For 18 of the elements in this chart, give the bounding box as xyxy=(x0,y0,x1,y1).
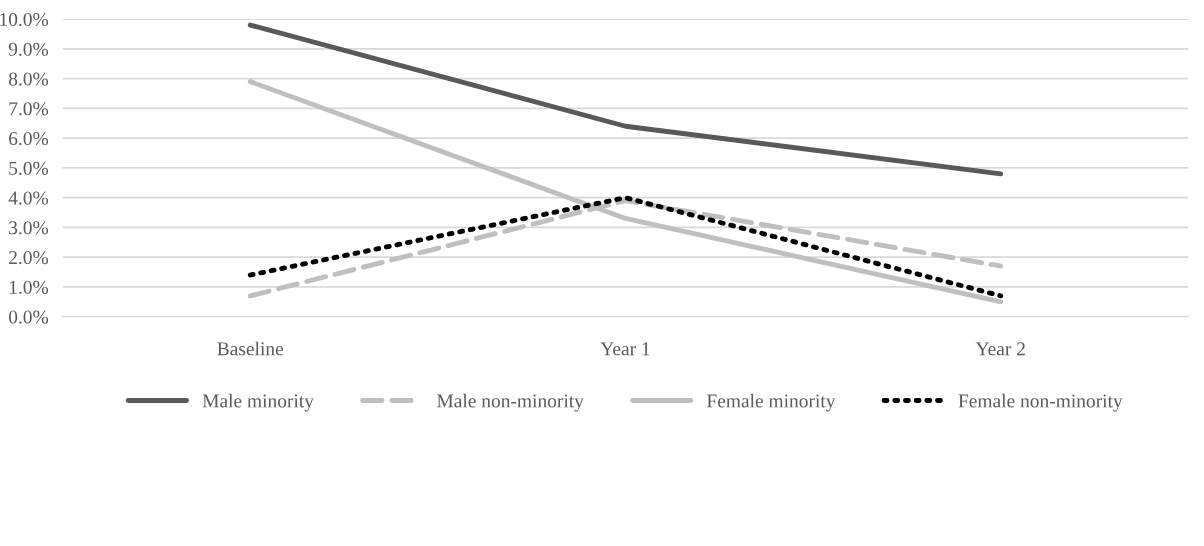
y-tick-label: 0.0% xyxy=(8,310,49,324)
legend-label: Male minority xyxy=(202,393,314,412)
x-tick-label: Year 2 xyxy=(975,342,1025,356)
y-tick-label: 4.0% xyxy=(8,191,49,205)
legend-label: Female minority xyxy=(706,393,836,412)
legend-label: Female non-minority xyxy=(958,393,1123,412)
y-tick-label: 5.0% xyxy=(9,161,49,175)
x-tick-label: Baseline xyxy=(217,341,284,356)
x-tick-label: Year 1 xyxy=(600,342,650,356)
y-tick-label: 9.0% xyxy=(8,42,49,56)
legend-label: Male non-minority xyxy=(437,393,584,412)
y-tick-label: 3.0% xyxy=(9,221,49,235)
y-tick-label: 2.0% xyxy=(9,250,49,265)
y-tick-label: 1.0% xyxy=(9,280,49,294)
y-tick-label: 8.0% xyxy=(8,72,49,86)
y-tick-label: 10.0% xyxy=(0,12,49,27)
y-tick-label: 6.0% xyxy=(9,131,49,146)
y-tick-label: 7.0% xyxy=(9,102,49,116)
